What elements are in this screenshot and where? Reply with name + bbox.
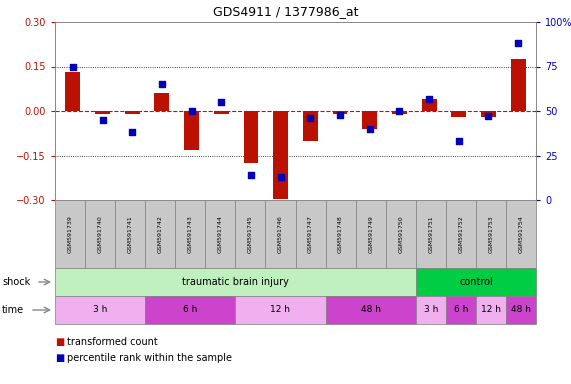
Bar [274,111,288,199]
Text: shock: shock [2,277,30,287]
Text: GSM591752: GSM591752 [459,215,463,253]
Text: GSM591744: GSM591744 [218,215,223,253]
Text: GSM591751: GSM591751 [428,215,433,253]
Text: GSM591743: GSM591743 [188,215,193,253]
Text: ■: ■ [55,337,65,347]
Bar [214,111,229,114]
Text: GSM591750: GSM591750 [398,215,403,253]
Bar [303,111,318,141]
Text: transformed count: transformed count [67,337,158,347]
Point [514,40,523,46]
Text: GSM591741: GSM591741 [128,215,132,253]
Bar [184,111,199,149]
Bar [452,111,467,117]
Text: time: time [2,305,24,315]
Point [247,172,256,178]
Point [98,117,107,123]
Text: GSM591746: GSM591746 [278,215,283,253]
Text: 48 h: 48 h [361,306,381,314]
Point [365,126,375,132]
Text: GSM591745: GSM591745 [248,215,253,253]
Text: GSM591742: GSM591742 [158,215,163,253]
Text: ■: ■ [55,353,65,363]
Bar [66,73,81,111]
Point [425,96,434,102]
Bar [155,93,170,111]
Point [484,113,493,119]
Text: GDS4911 / 1377986_at: GDS4911 / 1377986_at [213,5,358,18]
Text: traumatic brain injury: traumatic brain injury [182,277,289,287]
Point [306,115,315,121]
Point [128,129,137,136]
Bar [363,111,377,129]
Text: 3 h: 3 h [424,306,438,314]
Bar [333,111,348,114]
Text: percentile rank within the sample: percentile rank within the sample [67,353,232,363]
Text: GSM591739: GSM591739 [67,215,73,253]
Text: 12 h: 12 h [481,306,501,314]
Text: 3 h: 3 h [93,306,107,314]
Bar [481,111,496,117]
Bar [125,111,140,114]
Point [158,81,167,88]
Bar [392,111,407,114]
Text: 48 h: 48 h [511,306,531,314]
Text: GSM591754: GSM591754 [518,215,524,253]
Point [187,108,196,114]
Bar [511,59,526,111]
Bar [95,111,110,114]
Point [336,111,345,118]
Text: 12 h: 12 h [271,306,291,314]
Text: control: control [459,277,493,287]
Point [217,99,226,105]
Text: 6 h: 6 h [453,306,468,314]
Text: GSM591748: GSM591748 [338,215,343,253]
Bar [244,111,259,163]
Point [276,174,286,180]
Text: GSM591747: GSM591747 [308,215,313,253]
Text: GSM591740: GSM591740 [98,215,103,253]
Text: GSM591749: GSM591749 [368,215,373,253]
Point [455,138,464,144]
Point [395,108,404,114]
Text: GSM591753: GSM591753 [488,215,493,253]
Text: 6 h: 6 h [183,306,198,314]
Bar [422,99,437,111]
Point [69,63,78,70]
